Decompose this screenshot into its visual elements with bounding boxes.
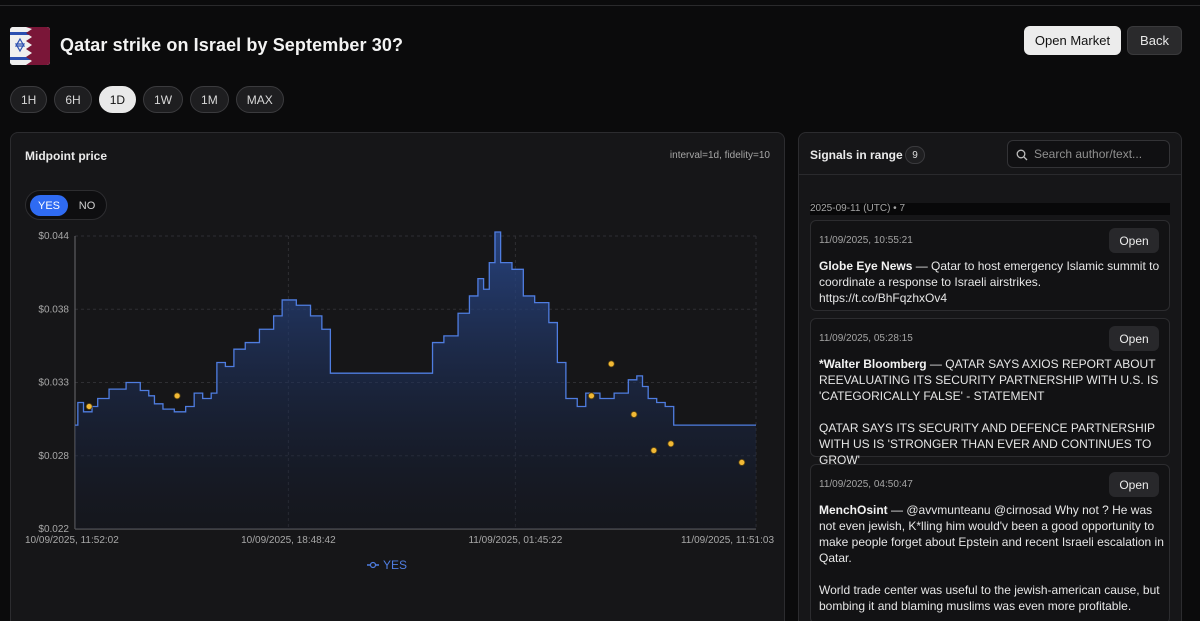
signals-search-input[interactable] bbox=[1034, 141, 1164, 167]
search-icon bbox=[1016, 149, 1028, 161]
signal-time: 11/09/2025, 05:28:15 bbox=[819, 333, 913, 344]
range-button-1w[interactable]: 1W bbox=[143, 86, 184, 113]
signal-author: MenchOsint bbox=[819, 503, 888, 517]
signal-time: 11/09/2025, 10:55:21 bbox=[819, 235, 913, 246]
chart-panel: Midpoint price interval=1d, fidelity=10 … bbox=[10, 132, 785, 621]
legend-marker bbox=[369, 561, 377, 569]
signals-group-label: 2025-09-11 (UTC) • 7 bbox=[810, 203, 1170, 215]
signal-marker bbox=[173, 392, 181, 400]
signal-content: — Qatar to host emergency Islamic summit… bbox=[819, 259, 1163, 305]
y-tick-label: $0.038 bbox=[38, 304, 69, 315]
signal-content: — @avvmunteanu @cirnosad Why not ? He wa… bbox=[819, 503, 1164, 613]
x-tick-label: 11/09/2025, 11:51:03 bbox=[681, 535, 774, 546]
signal-open-button[interactable]: Open bbox=[1109, 472, 1159, 497]
back-button[interactable]: Back bbox=[1127, 26, 1182, 55]
no-toggle-button[interactable]: NO bbox=[78, 199, 96, 212]
signal-marker bbox=[607, 360, 615, 368]
range-button-6h[interactable]: 6H bbox=[54, 86, 92, 113]
time-range-selector: 1H 6H 1D 1W 1M MAX bbox=[10, 86, 284, 113]
y-tick-label: $0.028 bbox=[38, 451, 69, 462]
market-title: Qatar strike on Israel by September 30? bbox=[60, 35, 404, 55]
signals-search bbox=[1007, 140, 1170, 168]
signals-title: Signals in range bbox=[810, 148, 903, 162]
signal-open-button[interactable]: Open bbox=[1109, 228, 1159, 253]
signal-card: 11/09/2025, 04:50:47 Open MenchOsint — @… bbox=[810, 464, 1170, 621]
chart-meta: interval=1d, fidelity=10 bbox=[669, 150, 770, 161]
y-tick-label: $0.044 bbox=[38, 231, 69, 242]
signal-author: Globe Eye News bbox=[819, 259, 913, 273]
signal-card: 11/09/2025, 10:55:21 Open Globe Eye News… bbox=[810, 220, 1170, 311]
signal-text: *Walter Bloomberg — QATAR SAYS AXIOS REP… bbox=[819, 356, 1165, 468]
signal-marker bbox=[85, 403, 93, 410]
range-button-1d[interactable]: 1D bbox=[98, 86, 137, 113]
x-tick-label: 10/09/2025, 11:52:02 bbox=[25, 535, 119, 546]
signals-header: Signals in range 9 bbox=[799, 133, 1181, 175]
range-button-max[interactable]: MAX bbox=[235, 86, 284, 113]
range-button-1m[interactable]: 1M bbox=[190, 86, 229, 113]
market-flag-icon bbox=[10, 27, 50, 65]
signal-card: 11/09/2025, 05:28:15 Open *Walter Bloomb… bbox=[810, 318, 1170, 467]
signals-count-badge: 9 bbox=[905, 146, 925, 164]
signal-open-button[interactable]: Open bbox=[1109, 326, 1159, 351]
signal-text: MenchOsint — @avvmunteanu @cirnosad Why … bbox=[819, 502, 1165, 614]
signal-marker bbox=[588, 392, 595, 400]
x-tick-label: 11/09/2025, 01:45:22 bbox=[468, 535, 562, 546]
y-tick-label: $0.033 bbox=[38, 378, 69, 389]
outcome-toggle: YES NO bbox=[25, 190, 107, 220]
legend-label: YES bbox=[383, 558, 407, 572]
signals-panel: Signals in range 9 2025-09-11 (UTC) • 7 … bbox=[798, 132, 1182, 621]
yes-toggle-button[interactable]: YES bbox=[30, 195, 68, 216]
signal-marker bbox=[630, 411, 638, 418]
top-divider bbox=[0, 5, 1200, 6]
chart-title: Midpoint price bbox=[25, 149, 107, 163]
x-tick-label: 10/09/2025, 18:48:42 bbox=[241, 535, 336, 546]
signal-author: *Walter Bloomberg bbox=[819, 357, 927, 371]
signal-marker bbox=[650, 447, 658, 454]
open-market-button[interactable]: Open Market bbox=[1024, 26, 1121, 55]
signal-marker bbox=[738, 459, 746, 466]
price-area bbox=[75, 232, 756, 529]
y-tick-label: $0.022 bbox=[38, 524, 69, 535]
signal-time: 11/09/2025, 04:50:47 bbox=[819, 479, 913, 490]
range-button-1h[interactable]: 1H bbox=[10, 86, 48, 113]
market-header: Qatar strike on Israel by September 30? … bbox=[10, 26, 1182, 66]
signals-list: 2025-09-11 (UTC) • 7 11/09/2025, 10:55:2… bbox=[799, 176, 1181, 621]
signal-marker bbox=[667, 440, 675, 448]
price-chart: $0.044$0.038$0.033$0.028$0.02210/09/2025… bbox=[25, 231, 774, 572]
signal-text: Globe Eye News — Qatar to host emergency… bbox=[819, 258, 1165, 306]
signal-content: — QATAR SAYS AXIOS REPORT ABOUT REEVALUA… bbox=[819, 357, 1159, 467]
